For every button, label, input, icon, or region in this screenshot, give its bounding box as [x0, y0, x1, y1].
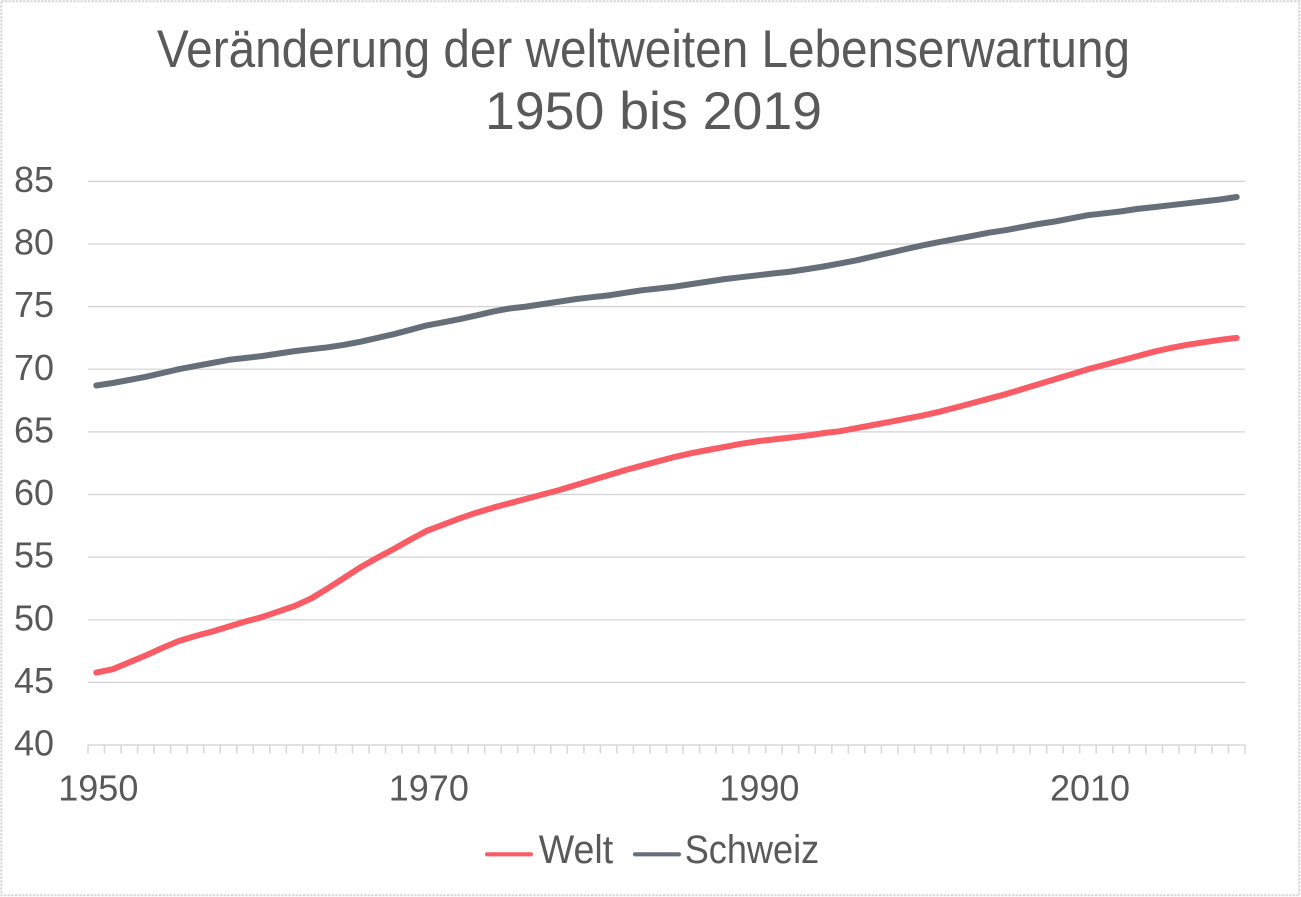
- svg-text:70: 70: [14, 347, 54, 388]
- svg-text:75: 75: [14, 284, 54, 325]
- svg-text:55: 55: [14, 535, 54, 576]
- svg-text:1950: 1950: [58, 768, 138, 809]
- svg-text:1970: 1970: [389, 768, 469, 809]
- svg-text:2010: 2010: [1050, 768, 1130, 809]
- svg-text:1950 bis 2019: 1950 bis 2019: [485, 82, 822, 141]
- svg-text:80: 80: [14, 222, 54, 263]
- svg-text:Schweiz: Schweiz: [685, 828, 820, 872]
- svg-text:40: 40: [14, 723, 54, 764]
- svg-text:Welt: Welt: [539, 828, 614, 872]
- svg-text:45: 45: [14, 660, 54, 701]
- svg-text:85: 85: [14, 159, 54, 200]
- svg-text:50: 50: [14, 597, 54, 638]
- svg-text:65: 65: [14, 410, 54, 451]
- svg-text:Veränderung der weltweiten Leb: Veränderung der weltweiten Lebenserwartu…: [157, 20, 1130, 79]
- svg-text:60: 60: [14, 472, 54, 513]
- svg-text:1990: 1990: [719, 768, 799, 809]
